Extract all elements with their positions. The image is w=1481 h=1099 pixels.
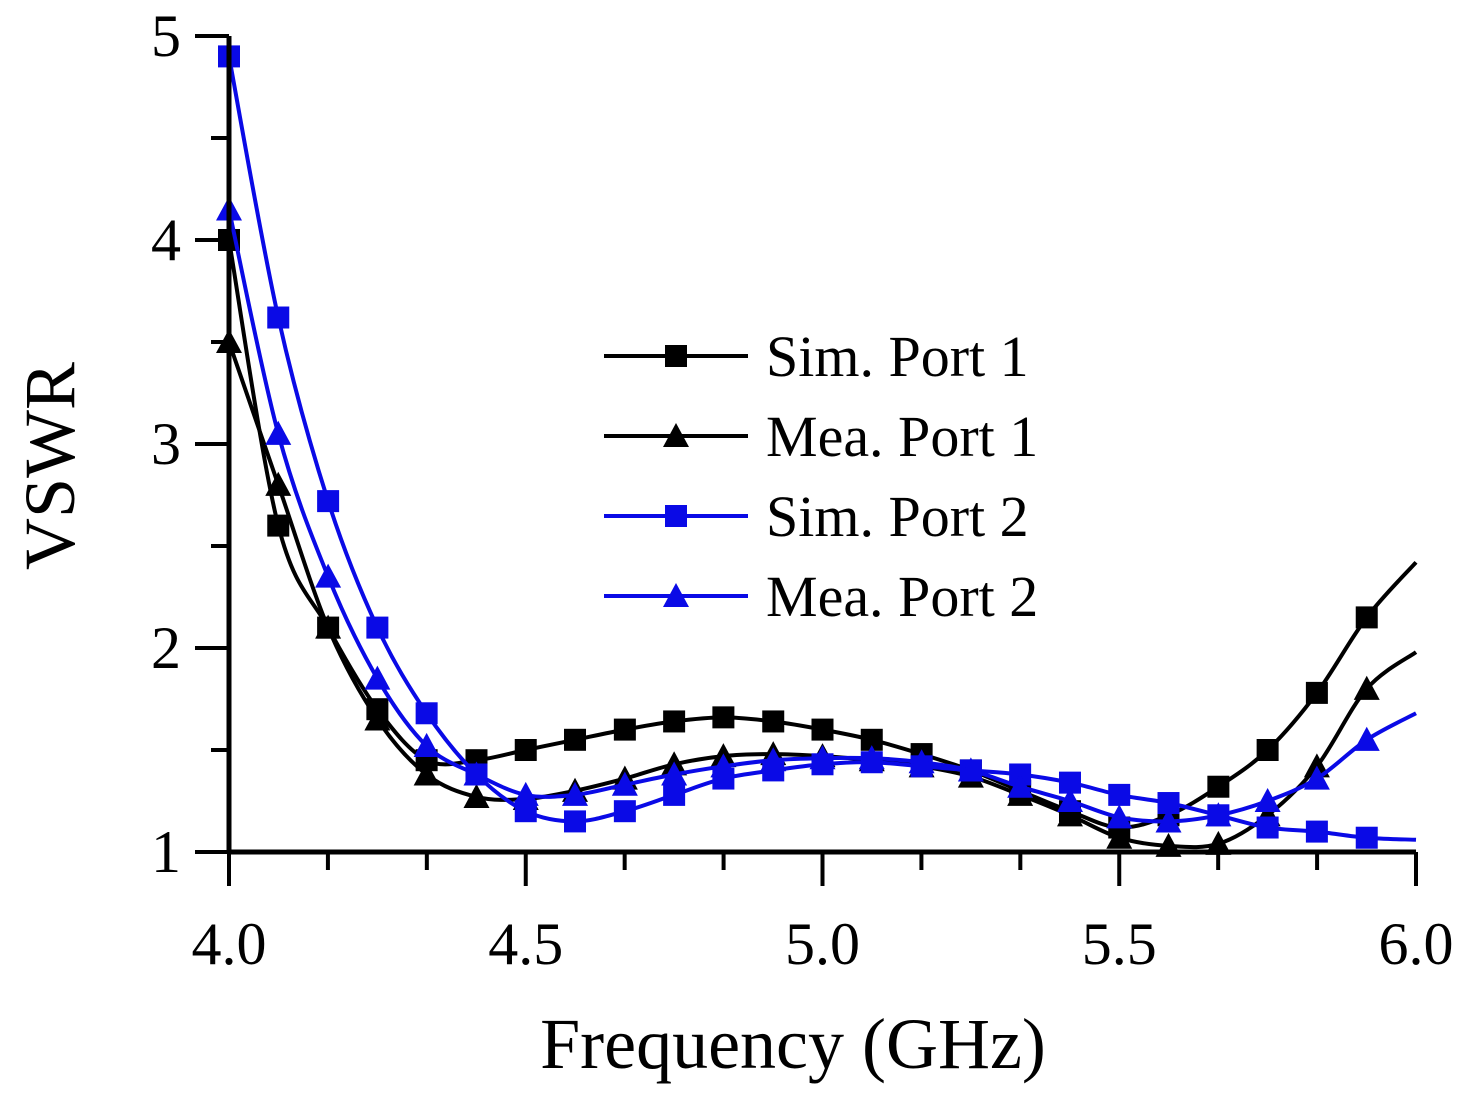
data-point <box>514 739 537 761</box>
legend-label: Mea. Port 2 <box>766 564 1038 629</box>
legend-item: Sim. Port 1 <box>604 324 1029 389</box>
data-point <box>663 710 686 733</box>
data-point <box>564 810 587 833</box>
data-point <box>809 745 836 770</box>
data-point <box>860 728 883 751</box>
data-point <box>1355 826 1378 849</box>
data-point <box>1305 681 1328 704</box>
legend-label: Sim. Port 1 <box>766 324 1029 389</box>
data-point <box>1353 726 1380 751</box>
data-point <box>265 420 292 445</box>
data-point <box>1205 830 1232 855</box>
data-point <box>908 749 935 774</box>
y-axis-title: VSWR <box>10 362 90 570</box>
legend-marker <box>663 583 689 608</box>
data-point <box>811 718 834 741</box>
data-point <box>267 514 290 537</box>
data-point <box>1205 802 1232 827</box>
data-point <box>611 771 638 796</box>
data-point <box>564 728 587 751</box>
data-point <box>858 745 885 770</box>
data-point <box>1353 675 1380 700</box>
data-point <box>1305 820 1328 843</box>
data-point <box>315 563 342 588</box>
data-point <box>463 761 490 786</box>
data-point <box>413 761 440 786</box>
data-point <box>1058 771 1081 794</box>
y-tick-label: 2 <box>151 615 181 681</box>
data-point <box>265 471 292 496</box>
data-point <box>957 757 984 782</box>
x-tick-label: 5.0 <box>785 911 860 977</box>
y-tick-label: 5 <box>151 3 181 69</box>
data-point <box>1303 765 1330 790</box>
data-point <box>1254 788 1281 813</box>
data-point <box>364 665 391 690</box>
legend-marker <box>665 505 687 527</box>
data-point <box>317 490 340 513</box>
x-tick-label: 5.5 <box>1082 911 1157 977</box>
data-point <box>315 614 342 639</box>
data-point <box>366 616 389 639</box>
data-point <box>267 306 290 329</box>
legend-item: Sim. Port 2 <box>604 484 1029 549</box>
data-point <box>1106 824 1133 849</box>
data-point <box>562 781 589 806</box>
data-point <box>1056 802 1083 827</box>
data-point <box>512 781 539 806</box>
legend-label: Sim. Port 2 <box>766 484 1029 549</box>
axes: 1 2 3 4 5 4.0 4.5 5.0 5.5 6.0 <box>151 3 1454 977</box>
legend-marker <box>663 423 689 448</box>
data-point <box>663 783 686 806</box>
data-point <box>364 706 391 731</box>
legend-item: Mea. Port 2 <box>604 564 1038 629</box>
data-point <box>463 783 490 808</box>
data-point <box>415 702 438 725</box>
legend-marker <box>665 345 687 367</box>
data-point <box>1157 792 1180 815</box>
data-point <box>1155 808 1182 833</box>
x-tick-label: 6.0 <box>1379 911 1454 977</box>
data-point <box>1256 816 1279 839</box>
data-point <box>762 710 785 733</box>
data-point <box>661 761 688 786</box>
data-point <box>1207 775 1230 798</box>
data-point <box>613 718 636 741</box>
legend-label: Mea. Port 1 <box>766 404 1038 469</box>
series-layer <box>216 45 1418 857</box>
data-point <box>1303 753 1330 778</box>
legend: Sim. Port 1 Mea. Port 1 Sim. Port 2 Mea. Po… <box>604 324 1038 629</box>
data-point <box>1056 788 1083 813</box>
legend-item: Mea. Port 1 <box>604 404 1038 469</box>
data-point <box>1106 804 1133 829</box>
y-tick-label: 1 <box>151 819 181 885</box>
data-point <box>413 732 440 757</box>
data-point <box>1256 739 1279 761</box>
data-point <box>712 706 735 729</box>
y-tick-label: 3 <box>151 411 181 477</box>
data-point <box>1007 773 1034 798</box>
x-axis-title: Frequency (GHz) <box>540 1004 1046 1084</box>
y-tick-label: 4 <box>151 207 181 273</box>
data-point <box>613 800 636 823</box>
data-point <box>710 753 737 778</box>
x-tick-label: 4.5 <box>488 911 563 977</box>
data-point <box>1108 783 1131 806</box>
x-tick-label: 4.0 <box>192 911 267 977</box>
data-point <box>1355 606 1378 629</box>
series-4 <box>216 196 1417 833</box>
data-point <box>760 747 787 772</box>
